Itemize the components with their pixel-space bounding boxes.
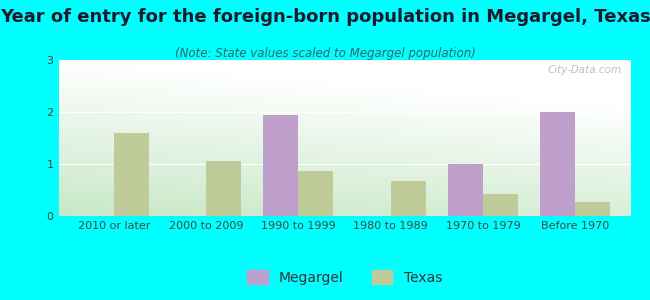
Bar [391, 181, 426, 216]
Text: (Note: State values scaled to Megargel population): (Note: State values scaled to Megargel p… [175, 46, 475, 59]
Bar [483, 194, 518, 216]
Bar [263, 115, 298, 216]
Text: Year of entry for the foreign-born population in Megargel, Texas: Year of entry for the foreign-born popul… [0, 8, 650, 26]
Bar [206, 161, 241, 216]
Bar [540, 112, 575, 216]
Bar [298, 171, 333, 216]
Bar [114, 133, 149, 216]
Legend: Megargel, Texas: Megargel, Texas [242, 264, 447, 290]
Bar [575, 202, 610, 216]
Text: City-Data.com: City-Data.com [548, 65, 622, 75]
Bar [448, 164, 483, 216]
